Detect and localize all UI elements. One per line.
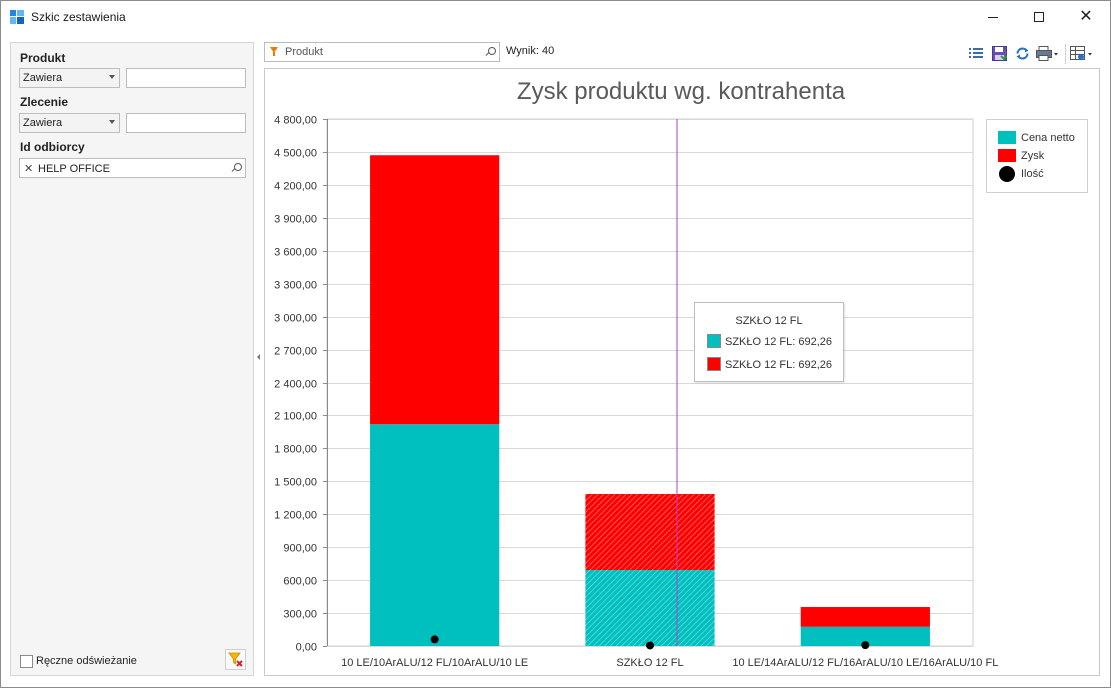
layout-options-button[interactable] [1069, 44, 1095, 62]
legend-label: Zysk [1021, 150, 1045, 162]
list-icon [969, 48, 983, 58]
y-tick-label: 2 100,00 [274, 411, 317, 423]
id-odbiorcy-label: Id odbiorcy [20, 140, 85, 154]
close-icon: ✕ [1079, 8, 1093, 25]
printer-icon [1036, 45, 1058, 61]
tooltip-swatch [707, 334, 721, 348]
y-tick-label: 4 500,00 [274, 148, 317, 160]
minimize-button[interactable] [970, 1, 1016, 33]
filter-panel: Produkt Zawiera Zlecenie Zawiera Id odbi… [10, 42, 254, 676]
save-icon [991, 45, 1007, 61]
y-tick-label: 600,00 [283, 576, 317, 588]
y-tick-label: 1 500,00 [274, 477, 317, 489]
chevron-down-icon [109, 75, 115, 79]
y-tick-label: 1 800,00 [274, 444, 317, 456]
legend-label: Cena netto [1021, 132, 1075, 144]
legend-swatch [998, 131, 1016, 144]
app-icon [10, 10, 24, 24]
y-tick-label: 1 200,00 [274, 510, 317, 522]
chart-title: Zysk produktu wg. kontrahenta [516, 78, 846, 105]
y-tick-label: 3 000,00 [274, 313, 317, 325]
point-ilosc [430, 635, 439, 644]
bar-cena-netto [370, 424, 500, 646]
save-button[interactable] [989, 44, 1009, 62]
y-tick-label: 0,00 [296, 642, 317, 654]
tooltip-row: SZKŁO 12 FL: 692,26 [725, 336, 833, 348]
point-ilosc [861, 641, 870, 650]
toolbar-divider [1065, 44, 1066, 64]
id-odbiorcy-input[interactable]: ✕ HELP OFFICE [19, 158, 246, 178]
bar-cena-netto [585, 569, 715, 646]
y-tick-label: 300,00 [283, 609, 317, 621]
tooltip-title: SZKŁO 12 FL [735, 315, 803, 327]
bar-cena-netto [800, 626, 930, 646]
window-title: Szkic zestawienia [31, 10, 126, 24]
minimize-icon [988, 16, 998, 18]
x-tick-label: 10 LE/14ArALU/12 FL/16ArALU/10 LE/16ArAL… [732, 657, 998, 669]
y-tick-label: 4 200,00 [274, 181, 317, 193]
search-icon[interactable] [231, 163, 243, 174]
produkt-operator-value: Zawiera [23, 72, 63, 84]
print-button[interactable] [1035, 44, 1061, 62]
y-tick-label: 900,00 [283, 543, 317, 555]
y-tick-label: 4 800,00 [274, 115, 317, 127]
search-placeholder: Produkt [285, 46, 323, 58]
result-count: Wynik: 40 [506, 45, 555, 57]
point-ilosc [646, 641, 654, 650]
chart-legend: Cena netto Zysk Ilość [986, 119, 1088, 193]
bar-zysk [800, 607, 930, 627]
remove-token-icon[interactable]: ✕ [24, 163, 34, 175]
zlecenie-value-input[interactable] [126, 113, 246, 133]
maximize-button[interactable] [1016, 1, 1062, 33]
y-tick-label: 2 400,00 [274, 379, 317, 391]
chart-tooltip: SZKŁO 12 FL SZKŁO 12 FL: 692,26 SZKŁO 12… [694, 302, 844, 382]
legend-swatch [998, 149, 1016, 162]
legend-marker [999, 166, 1015, 182]
tooltip-row: SZKŁO 12 FL: 692,26 [725, 359, 833, 371]
y-tick-label: 3 600,00 [274, 247, 317, 259]
grid-settings-icon [1070, 45, 1092, 60]
produkt-operator-select[interactable]: Zawiera [19, 68, 120, 88]
collapse-panel-arrow-icon[interactable] [257, 354, 260, 360]
close-button[interactable]: ✕ [1063, 1, 1109, 33]
x-tick-label: SZKŁO 12 FL [616, 657, 683, 669]
title-bar: Szkic zestawienia ✕ [1, 1, 1110, 33]
clear-filter-icon [228, 652, 243, 667]
legend-label: Ilość [1021, 168, 1044, 180]
list-view-button[interactable] [966, 44, 986, 62]
zlecenie-operator-select[interactable]: Zawiera [19, 113, 120, 133]
bar-zysk [585, 493, 715, 570]
filter-icon [270, 47, 278, 53]
manual-refresh-label: Ręczne odświeżanie [36, 655, 137, 667]
search-input[interactable]: Produkt [264, 42, 500, 62]
y-tick-label: 2 700,00 [274, 346, 317, 358]
clear-filters-button[interactable] [225, 649, 246, 670]
refresh-icon [1016, 47, 1028, 59]
x-tick-label: 10 LE/10ArALU/12 FL/10ArALU/10 LE [341, 657, 528, 669]
id-odbiorcy-token: HELP OFFICE [38, 163, 110, 175]
y-tick-label: 3 300,00 [274, 280, 317, 292]
bar-zysk [370, 155, 500, 425]
produkt-label: Produkt [20, 51, 66, 65]
refresh-button[interactable] [1012, 44, 1032, 62]
maximize-icon [1034, 12, 1044, 22]
produkt-value-input[interactable] [126, 68, 246, 88]
search-icon[interactable] [485, 47, 497, 58]
zlecenie-operator-value: Zawiera [23, 117, 63, 129]
y-tick-label: 3 900,00 [274, 214, 317, 226]
manual-refresh-checkbox[interactable] [20, 655, 33, 668]
zlecenie-label: Zlecenie [20, 95, 69, 109]
tooltip-swatch [707, 357, 721, 371]
chevron-down-icon [109, 120, 115, 124]
